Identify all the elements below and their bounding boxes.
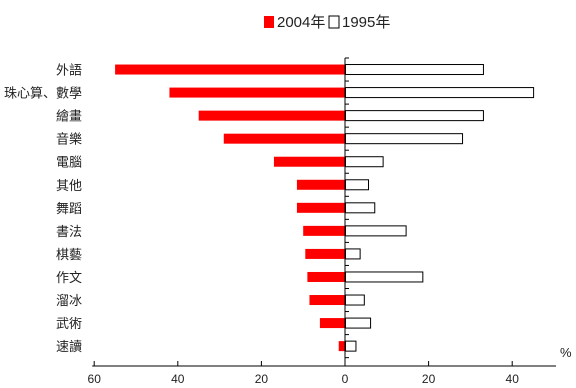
x-tick-label-5: 40 xyxy=(506,372,520,386)
bar-2004-2 xyxy=(198,110,345,121)
category-label-0: 外語 xyxy=(56,63,82,78)
x-tick-label-0: 60 xyxy=(88,372,102,386)
category-label-2: 繪畫 xyxy=(56,109,82,124)
category-label-1: 珠心算、數學 xyxy=(4,86,82,101)
legend: 2004年 1995年 xyxy=(264,14,390,31)
bar-2004-10 xyxy=(309,295,345,306)
bar-1995-0 xyxy=(345,64,484,76)
bar-2004-1 xyxy=(169,87,345,98)
bar-1995-6 xyxy=(345,202,376,214)
bar-1995-7 xyxy=(345,225,407,237)
x-tick-label-1: 40 xyxy=(171,372,185,386)
legend-swatch-2004 xyxy=(264,16,274,28)
bar-1995-1 xyxy=(345,87,535,99)
bar-2004-8 xyxy=(305,248,345,259)
bar-2004-7 xyxy=(303,225,345,236)
legend-label-2004: 2004年 xyxy=(277,14,325,31)
bar-1995-10 xyxy=(345,294,365,306)
bar-1995-9 xyxy=(345,271,424,283)
category-label-12: 速讀 xyxy=(56,339,82,354)
bar-2004-11 xyxy=(319,318,345,329)
bar-2004-5 xyxy=(296,179,345,190)
bar-1995-12 xyxy=(345,340,357,352)
category-label-3: 音樂 xyxy=(56,132,82,147)
bar-1995-2 xyxy=(345,110,484,122)
bars xyxy=(115,64,535,352)
bar-2004-4 xyxy=(273,156,345,167)
bar-1995-5 xyxy=(345,179,369,191)
category-label-4: 電腦 xyxy=(56,155,82,170)
category-label-6: 舞蹈 xyxy=(56,201,82,216)
category-label-9: 作文 xyxy=(56,270,82,285)
category-label-7: 書法 xyxy=(56,224,82,239)
category-label-10: 溜冰 xyxy=(56,293,82,308)
bar-2004-12 xyxy=(338,341,345,352)
x-tick-label-2: 20 xyxy=(255,372,269,386)
bar-1995-8 xyxy=(345,248,361,260)
bar-2004-3 xyxy=(223,133,345,144)
x-axis: 60 40 20 0 20 40 xyxy=(88,57,556,386)
category-label-5: 其他 xyxy=(56,178,82,193)
bar-2004-9 xyxy=(307,271,345,282)
bar-2004-6 xyxy=(296,202,345,213)
category-label-11: 武術 xyxy=(56,316,82,331)
unit-label: % xyxy=(560,345,572,360)
category-label-8: 棋藝 xyxy=(56,247,82,262)
bar-1995-3 xyxy=(345,133,464,145)
bar-2004-0 xyxy=(115,64,345,75)
legend-swatch-1995 xyxy=(328,15,340,29)
x-tick-label-3: 0 xyxy=(342,372,349,386)
legend-label-1995: 1995年 xyxy=(342,14,390,31)
bar-1995-11 xyxy=(345,317,372,329)
x-tick-label-4: 20 xyxy=(422,372,436,386)
bar-1995-4 xyxy=(345,156,384,168)
